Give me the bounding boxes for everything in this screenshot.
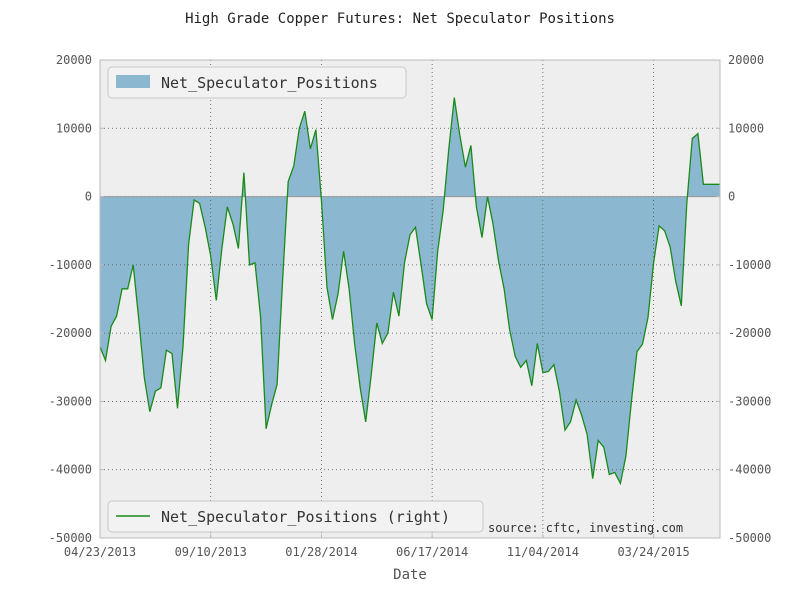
series-line-net-speculator-positions (99, 97, 720, 486)
legends: Net_Speculator_Positions Net_Speculator_P… (107, 66, 484, 533)
y-tick-label-left: -40000 (49, 463, 92, 477)
y-tick-label-right: -30000 (728, 394, 771, 408)
x-tick-label: 11/04/2014 (507, 545, 579, 559)
chart-title: High Grade Copper Futures: Net Speculato… (185, 11, 615, 27)
x-tick-label: 09/10/2013 (175, 545, 247, 559)
x-tick-label: 04/23/2013 (64, 545, 136, 559)
x-tick-label: 06/17/2014 (396, 545, 468, 559)
series-area-net-speculator-positions (100, 97, 720, 484)
y-tick-label-left: 10000 (56, 121, 92, 135)
x-axis-title: Date (393, 567, 427, 583)
legend-swatch-area (116, 75, 150, 88)
legend-label-area: Net_Speculator_Positions (161, 74, 378, 92)
y-tick-label-right: -20000 (728, 326, 771, 340)
plot-area (99, 59, 720, 539)
y-tick-label-left: 20000 (56, 53, 92, 67)
y-tick-label-right: 20000 (728, 53, 764, 67)
y-tick-label-right: -40000 (728, 463, 771, 477)
y-tick-label-left: -10000 (49, 258, 92, 272)
y-tick-label-left: -50000 (49, 531, 92, 545)
y-tick-label-left: -20000 (49, 326, 92, 340)
y-tick-label-left: 0 (85, 190, 92, 204)
y-tick-label-right: 10000 (728, 121, 764, 135)
y-tick-label-right: 0 (728, 190, 735, 204)
x-tick-label: 03/24/2015 (617, 545, 689, 559)
y-tick-label-left: -30000 (49, 394, 92, 408)
source-annotation: source: cftc, investing.com (488, 521, 683, 535)
legend-label-line: Net_Speculator_Positions (right) (161, 508, 450, 526)
legend-box-area (107, 66, 407, 99)
plot-border (99, 59, 721, 539)
y-tick-label-right: -50000 (728, 531, 771, 545)
y-tick-label-right: -10000 (728, 258, 771, 272)
axes: 20000 10000 0 -10000 -20000 -30000 -40000 -5000… (49, 53, 772, 559)
x-tick-label: 01/28/2014 (285, 545, 357, 559)
legend-box-line (107, 500, 484, 533)
